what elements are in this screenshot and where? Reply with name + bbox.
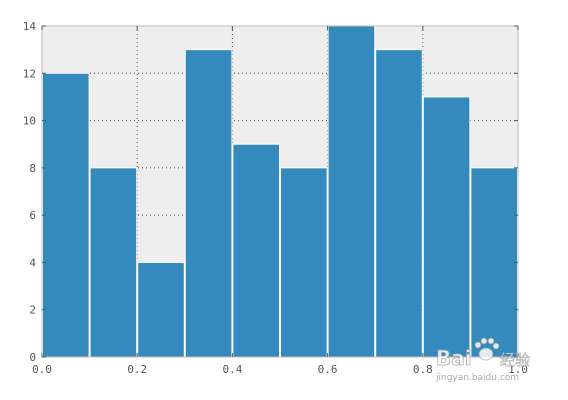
histogram-bar	[184, 49, 233, 358]
histogram-bar	[42, 72, 90, 358]
x-tick-label: 0.4	[222, 363, 242, 376]
histogram-bar	[280, 167, 328, 358]
watermark-url: jingyan.baidu.com	[435, 373, 519, 383]
y-tick-label: 6	[29, 209, 36, 222]
histogram-bar	[422, 96, 471, 358]
bars	[42, 25, 518, 358]
x-tick-label: 0.2	[127, 363, 147, 376]
watermark-brand: Bai	[436, 346, 472, 370]
histogram-bar	[375, 49, 423, 358]
x-tick-label: 1.0	[508, 363, 528, 376]
y-tick-label: 8	[29, 162, 36, 175]
watermark-brand-suffix: 经验	[500, 351, 530, 369]
y-tick-label: 12	[23, 67, 36, 80]
y-tick-label: 14	[23, 20, 37, 33]
x-tick-label: 0.8	[413, 363, 433, 376]
y-tick-label: 10	[23, 115, 36, 128]
histogram-bar	[89, 167, 138, 358]
watermark: Bai 经验 jingyan.baidu.com	[435, 337, 530, 383]
histogram-bar	[232, 143, 280, 358]
y-tick-label: 4	[29, 256, 36, 269]
tick-marks	[41, 25, 519, 358]
y-tick-label: 0	[29, 351, 36, 364]
y-tick-labels: 0 2 4 6 8 10 12 14	[23, 20, 37, 364]
plot-frame	[41, 25, 519, 358]
histogram-bar	[137, 261, 185, 358]
y-tick-label: 2	[29, 304, 36, 317]
paw-icon	[474, 337, 500, 361]
x-tick-label: 0.0	[32, 363, 52, 376]
x-tick-labels: 0.0 0.2 0.4 0.6 0.8 1.0	[32, 363, 528, 376]
histogram-bar	[470, 167, 518, 358]
x-tick-label: 0.6	[318, 363, 338, 376]
histogram-bar	[327, 25, 376, 358]
